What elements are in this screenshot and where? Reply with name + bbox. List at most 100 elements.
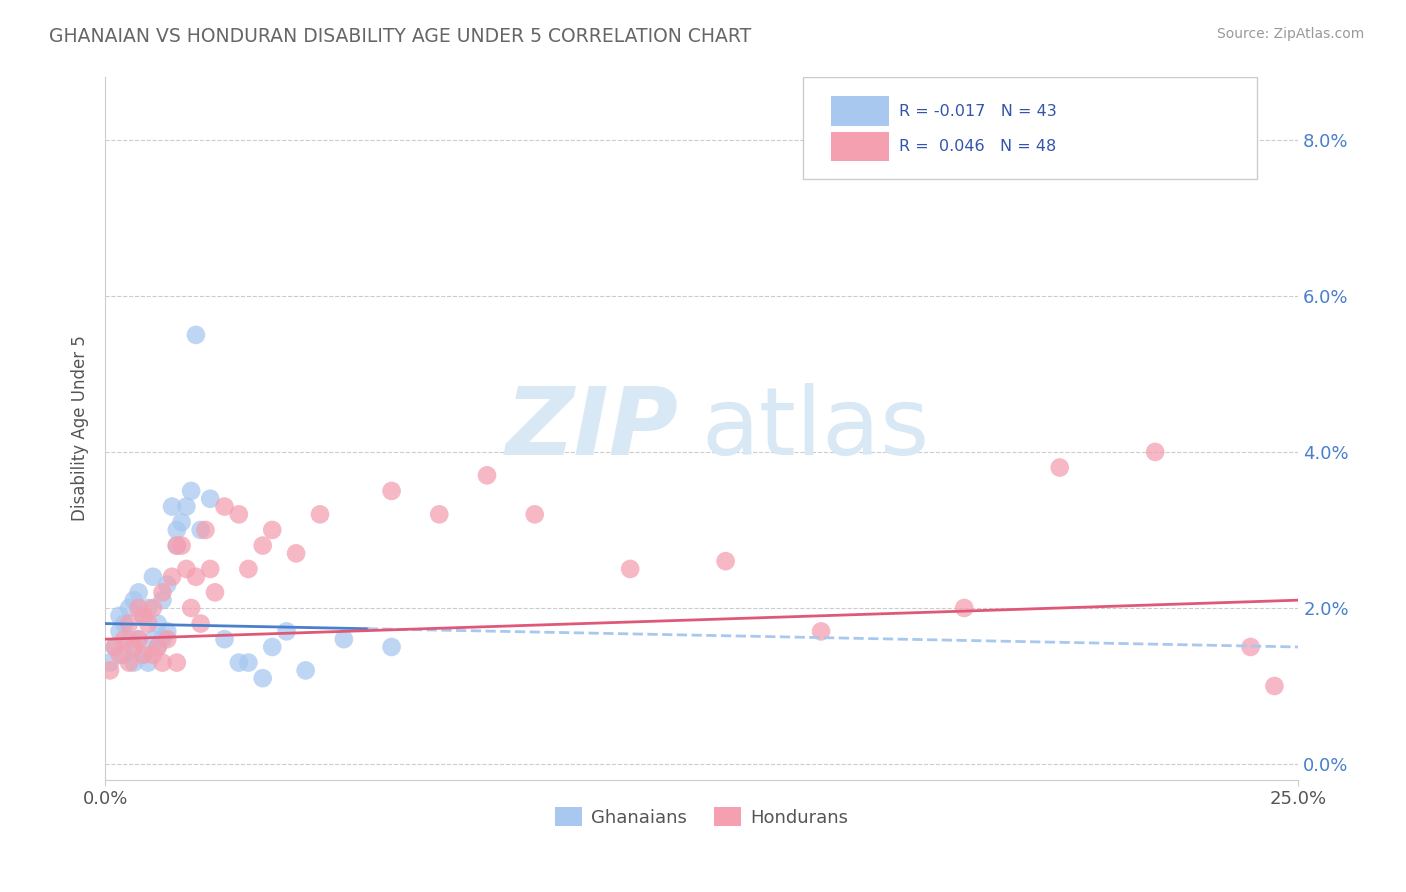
Point [118,632,141,647]
Point [152,656,174,670]
Point [112,616,135,631]
Point [184,570,207,584]
Point [152,632,174,647]
Text: Source: ZipAtlas.com: Source: ZipAtlas.com [1216,27,1364,41]
Point [176,562,198,576]
Point [160,570,183,584]
Point [166,523,188,537]
Point [160,500,183,514]
Point [427,508,450,522]
Point [142,648,165,662]
FancyBboxPatch shape [803,78,1257,179]
Y-axis label: Disability Age Under 5: Disability Age Under 5 [72,335,89,522]
Point [252,671,274,685]
Point [156,624,179,639]
Text: atlas: atlas [702,383,929,475]
Point [98,664,121,678]
Point [309,508,332,522]
Point [122,640,145,654]
Legend: Ghanaians, Hondurans: Ghanaians, Hondurans [548,800,856,834]
Point [152,593,174,607]
Point [190,523,212,537]
Point [1144,445,1167,459]
Point [262,523,284,537]
Point [128,601,150,615]
FancyBboxPatch shape [831,131,889,161]
Point [112,632,135,647]
Point [333,632,356,647]
Point [156,632,179,647]
Point [180,483,202,498]
Point [194,523,217,537]
Point [238,656,260,670]
Point [152,585,174,599]
Point [146,640,169,654]
Point [98,656,121,670]
Point [380,483,402,498]
Point [112,648,135,662]
Point [619,562,641,576]
Point [122,656,145,670]
Text: ZIP: ZIP [505,383,678,475]
Point [142,632,165,647]
Point [118,656,141,670]
Point [953,601,976,615]
Point [156,577,179,591]
Point [200,491,222,506]
Point [136,601,159,615]
Point [214,500,236,514]
Point [146,640,169,654]
Point [214,632,236,647]
Point [252,539,274,553]
Point [128,632,150,647]
Text: GHANAIAN VS HONDURAN DISABILITY AGE UNDER 5 CORRELATION CHART: GHANAIAN VS HONDURAN DISABILITY AGE UNDE… [49,27,751,45]
Point [523,508,546,522]
Point [166,656,188,670]
Point [810,624,832,639]
Point [176,500,198,514]
Point [108,608,131,623]
Point [142,601,165,615]
Point [166,539,188,553]
Point [122,593,145,607]
Point [136,616,159,631]
Point [108,648,131,662]
Point [136,656,159,670]
Point [204,585,226,599]
Text: R =  0.046   N = 48: R = 0.046 N = 48 [898,139,1056,153]
Point [132,608,155,623]
Point [1049,460,1071,475]
Point [132,648,155,662]
Point [142,570,165,584]
Point [294,664,316,678]
Point [122,640,145,654]
Point [1263,679,1285,693]
Point [104,640,127,654]
Point [238,562,260,576]
Point [128,585,150,599]
Point [104,640,127,654]
Point [200,562,222,576]
Point [170,515,193,529]
Point [228,656,250,670]
Text: R = -0.017   N = 43: R = -0.017 N = 43 [898,103,1056,119]
Point [166,539,188,553]
Point [1239,640,1261,654]
Point [262,640,284,654]
Point [118,616,141,631]
Point [285,546,308,560]
Point [714,554,737,568]
Point [180,601,202,615]
Point [190,616,212,631]
Point [132,648,155,662]
Point [118,601,141,615]
Point [276,624,298,639]
Point [475,468,498,483]
Point [228,508,250,522]
Point [170,539,193,553]
Point [380,640,402,654]
FancyBboxPatch shape [831,96,889,126]
Point [146,616,169,631]
Point [132,608,155,623]
Point [184,327,207,342]
